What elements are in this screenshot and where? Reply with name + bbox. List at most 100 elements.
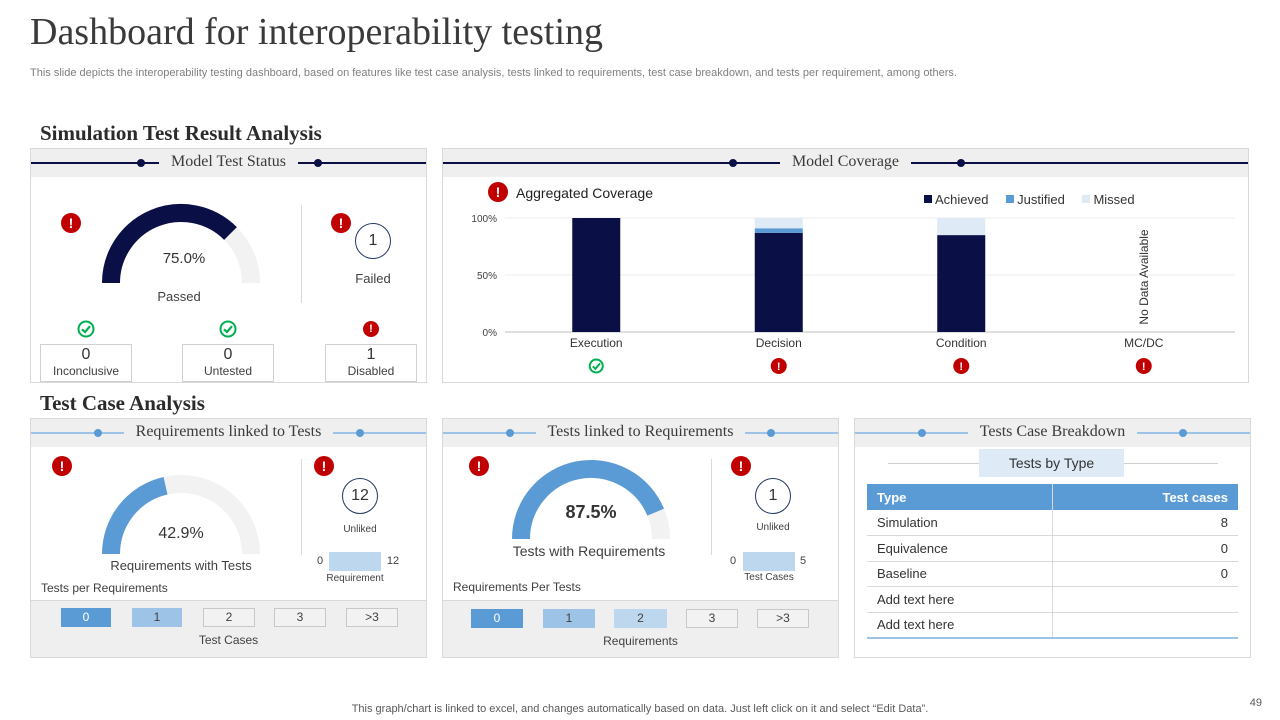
x-tick-label: Execution — [570, 336, 623, 350]
alert-icon: ! — [331, 213, 351, 233]
gauge-caption: Tests with Requirements — [512, 543, 666, 559]
x-tick-label: Condition — [936, 336, 987, 350]
bucket-3: 3 — [686, 609, 738, 628]
passed-label: Passed — [157, 289, 201, 304]
table-row: Equivalence 0 — [867, 535, 1238, 562]
bucket-0: 0 — [471, 609, 523, 628]
per-label: Tests per Requirements — [41, 581, 168, 595]
unlinked-label: Unliked — [343, 524, 377, 535]
alert-icon: ! — [363, 321, 379, 337]
tests-by-type-title: Tests by Type — [979, 449, 1124, 477]
column-header-test-cases: Test cases — [1052, 484, 1238, 510]
bucket-3: 3 — [274, 608, 326, 627]
bucket-caption: Test Cases — [198, 633, 259, 647]
panel-header: Model Coverage — [443, 149, 1248, 177]
requirements-percent: 42.9% — [158, 525, 204, 542]
bar-label: Requirement — [326, 573, 384, 584]
section-title-simulation: Simulation Test Result Analysis — [40, 121, 322, 145]
per-label: Requirements Per Tests — [453, 580, 581, 594]
bucket-more: >3 — [757, 609, 809, 628]
alert-icon: ! — [731, 456, 751, 476]
panel-header: Tests Case Breakdown — [855, 419, 1250, 447]
bar-achieved — [754, 232, 803, 332]
page-number: 49 — [1249, 697, 1262, 709]
bar-missed — [937, 218, 986, 236]
stat-inconclusive: 0 Inconclusive — [40, 344, 132, 382]
stat-disabled: 1 Disabled — [325, 344, 417, 382]
requirement-bar — [329, 552, 381, 571]
no-data-label: No Data Available — [1137, 229, 1151, 325]
test-cases-bar — [743, 552, 795, 571]
failed-label: Failed — [355, 271, 391, 286]
bar-achieved — [572, 218, 621, 332]
table-header-row: Type Test cases — [867, 484, 1238, 510]
page-subtitle: This slide depicts the interoperability … — [30, 67, 957, 79]
table-row: Add text here — [867, 612, 1238, 639]
bar-min: 0 — [729, 555, 737, 567]
unlinked-count: 1 — [755, 478, 791, 514]
check-circle-icon — [588, 358, 604, 374]
panel-title: Tests Case Breakdown — [967, 423, 1138, 440]
bucket-strip: 0 1 2 3 >3 Requirements — [443, 600, 838, 657]
check-mark — [592, 362, 601, 371]
coverage-chart: 0% 50% 100% Execution Decision! Condition! No … — [471, 214, 1235, 374]
panel-header: Tests linked to Requirements — [443, 419, 838, 447]
panel-header: Requirements linked to Tests — [31, 419, 426, 447]
breakdown-panel: Tests Case Breakdown Tests by Type Type … — [854, 418, 1251, 658]
bar-missed — [754, 218, 803, 229]
bucket-caption: Requirements — [603, 634, 678, 648]
x-tick-label: MC/DC — [1124, 336, 1164, 350]
requirements-linked-panel: Requirements linked to Tests ! 42.9% Req… — [30, 418, 427, 658]
passed-percent: 75.0% — [162, 250, 206, 267]
page-title: Dashboard for interoperability testing — [30, 11, 604, 53]
legend-justified: Justified — [1017, 192, 1065, 207]
x-tick-label: Decision — [756, 336, 802, 350]
alert-icon: ! — [314, 456, 334, 476]
tests-percent: 87.5% — [565, 502, 617, 522]
alert-icon — [770, 358, 787, 374]
chart-title: Aggregated Coverage — [516, 185, 653, 201]
breakdown-table: Type Test cases Simulation 8 Equivalence 0… — [867, 484, 1238, 639]
alert-mark: ! — [1142, 361, 1146, 373]
alert-mark: ! — [777, 361, 781, 373]
tests-gauge — [512, 460, 670, 540]
legend-achieved: Achieved — [935, 192, 989, 207]
alert-icon — [1135, 358, 1152, 374]
section-title-test-case: Test Case Analysis — [40, 391, 205, 415]
chart-legend: Achieved Justified Missed — [924, 192, 1135, 207]
unlinked-count: 12 — [342, 478, 378, 514]
y-tick-label: 100% — [471, 214, 497, 225]
requirements-gauge — [102, 475, 260, 555]
table-row: Simulation 8 — [867, 510, 1238, 536]
alert-icon: ! — [52, 456, 72, 476]
panel-header: Model Test Status — [31, 149, 426, 177]
stat-untested: 0 Untested — [182, 344, 274, 382]
model-coverage-panel: Model Coverage ! Aggregated Coverage Ach… — [442, 148, 1249, 383]
panel-title: Model Coverage — [779, 153, 912, 170]
bar-achieved — [937, 235, 986, 332]
bucket-1: 1 — [132, 608, 182, 627]
bucket-1: 1 — [543, 609, 595, 628]
alert-icon: ! — [61, 213, 81, 233]
table-row: Add text here — [867, 586, 1238, 613]
bucket-2: 2 — [203, 608, 255, 627]
model-test-status-panel: Model Test Status ! 75.0% Passed ! 1 Fai… — [30, 148, 427, 383]
y-tick-label: 50% — [477, 271, 497, 282]
failed-count: 1 — [355, 223, 391, 259]
y-tick-label: 0% — [483, 328, 498, 339]
bar-max: 12 — [386, 555, 400, 567]
bucket-strip: 0 1 2 3 >3 Test Cases — [31, 600, 426, 657]
alert-icon: ! — [469, 456, 489, 476]
alert-icon: ! — [488, 182, 508, 202]
footer-note: This graph/chart is linked to excel, and… — [351, 703, 929, 715]
alert-icon — [953, 358, 970, 374]
check-circle-icon — [219, 320, 237, 338]
bar-justified — [754, 228, 803, 233]
legend-missed: Missed — [1093, 192, 1135, 207]
tests-linked-panel: Tests linked to Requirements ! 87.5% Tes… — [442, 418, 839, 658]
check-circle-icon — [77, 320, 95, 338]
bucket-0: 0 — [61, 608, 111, 627]
bucket-more: >3 — [346, 608, 398, 627]
panel-title: Tests linked to Requirements — [535, 423, 746, 440]
alert-mark: ! — [959, 361, 963, 373]
